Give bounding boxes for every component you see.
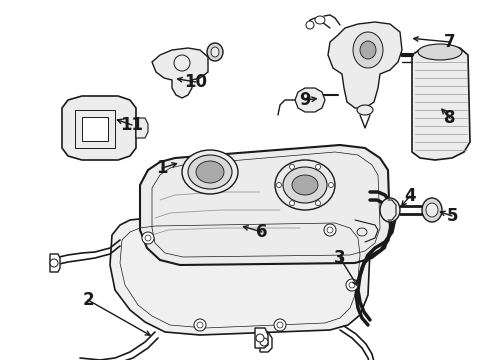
Ellipse shape [277, 322, 283, 328]
Text: 1: 1 [156, 159, 168, 177]
Ellipse shape [316, 201, 320, 206]
Ellipse shape [328, 183, 334, 188]
Text: 8: 8 [444, 109, 456, 127]
Ellipse shape [306, 21, 314, 29]
Ellipse shape [194, 319, 206, 331]
Text: 7: 7 [444, 33, 456, 51]
Text: 2: 2 [82, 291, 94, 309]
Text: 11: 11 [121, 116, 144, 134]
Text: 10: 10 [185, 73, 207, 91]
Ellipse shape [327, 227, 333, 233]
Text: 4: 4 [404, 187, 416, 205]
PathPatch shape [260, 332, 272, 352]
Ellipse shape [290, 201, 294, 206]
Ellipse shape [188, 155, 232, 189]
Ellipse shape [256, 334, 264, 342]
Ellipse shape [283, 167, 327, 203]
Ellipse shape [346, 279, 358, 291]
PathPatch shape [140, 145, 390, 265]
Ellipse shape [50, 259, 58, 267]
Ellipse shape [357, 105, 373, 115]
Ellipse shape [145, 235, 151, 241]
PathPatch shape [295, 88, 325, 112]
PathPatch shape [50, 254, 60, 272]
Ellipse shape [276, 183, 281, 188]
Ellipse shape [290, 164, 294, 169]
Ellipse shape [324, 224, 336, 236]
PathPatch shape [62, 96, 136, 160]
PathPatch shape [136, 118, 148, 138]
Ellipse shape [196, 161, 224, 183]
Ellipse shape [357, 228, 367, 236]
Ellipse shape [418, 44, 462, 60]
Ellipse shape [315, 16, 325, 24]
PathPatch shape [82, 117, 108, 141]
Ellipse shape [197, 322, 203, 328]
Ellipse shape [316, 164, 320, 169]
Ellipse shape [353, 32, 383, 68]
Ellipse shape [349, 282, 355, 288]
Text: 5: 5 [446, 207, 458, 225]
Text: 9: 9 [299, 91, 311, 109]
Ellipse shape [211, 47, 219, 57]
Text: 6: 6 [256, 223, 268, 241]
Ellipse shape [422, 198, 442, 222]
Ellipse shape [274, 319, 286, 331]
Ellipse shape [292, 175, 318, 195]
Ellipse shape [275, 160, 335, 210]
Text: 3: 3 [334, 249, 346, 267]
Ellipse shape [207, 43, 223, 61]
Ellipse shape [260, 338, 268, 346]
Ellipse shape [182, 150, 238, 194]
PathPatch shape [152, 48, 208, 98]
Ellipse shape [426, 203, 438, 217]
PathPatch shape [110, 215, 370, 335]
PathPatch shape [328, 22, 402, 108]
Ellipse shape [380, 198, 400, 222]
PathPatch shape [255, 328, 268, 348]
PathPatch shape [412, 45, 470, 160]
Ellipse shape [360, 41, 376, 59]
Ellipse shape [142, 232, 154, 244]
